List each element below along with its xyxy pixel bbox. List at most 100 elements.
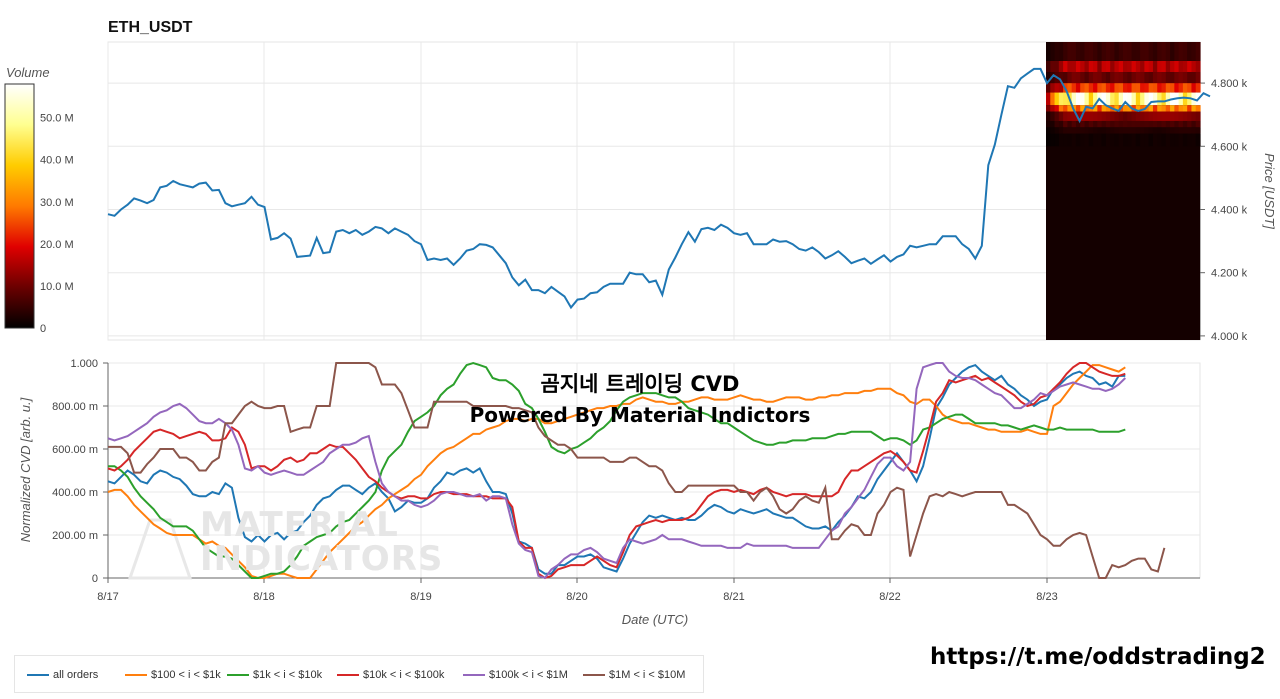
heatmap-cell	[1080, 121, 1086, 128]
heatmap-cell	[1058, 92, 1064, 106]
legend-item-100-1k[interactable]: $100 < i < $1k	[125, 669, 221, 681]
heatmap-cell	[1182, 42, 1188, 61]
heatmap-cell	[1148, 92, 1154, 106]
heatmap-cell	[1195, 121, 1201, 128]
heatmap-cell	[1174, 105, 1180, 112]
cvd-ytick-label: 200.00 m	[52, 530, 98, 542]
heatmap-cell	[1114, 105, 1120, 112]
heatmap-cell	[1054, 92, 1060, 106]
heatmap-cell	[1080, 42, 1086, 61]
heatmap-cell	[1101, 92, 1107, 106]
heatmap-cell	[1195, 127, 1201, 134]
heatmap-cell	[1187, 60, 1193, 73]
legend-item-all-orders[interactable]: all orders	[27, 669, 98, 681]
legend-item-1k-10k[interactable]: $1k < i < $10k	[227, 669, 322, 681]
heatmap-cell	[1170, 60, 1175, 73]
price-line	[107, 67, 1211, 310]
heatmap-cell	[1054, 121, 1060, 128]
heatmap-cell	[1084, 92, 1090, 106]
heatmap-cell	[1101, 121, 1107, 128]
legend-label: $100 < i < $1k	[151, 669, 221, 681]
heatmap-cell	[1191, 72, 1197, 84]
legend-swatch	[583, 674, 605, 677]
heatmap-cell	[1144, 92, 1150, 106]
heatmap-cell	[1046, 72, 1051, 84]
cvd-xtick-label: 8/22	[879, 591, 900, 603]
heatmap-cell	[1110, 127, 1116, 134]
heatmap-cell	[1140, 105, 1145, 112]
heatmap-cell	[1182, 92, 1188, 106]
heatmap-cell	[1174, 60, 1180, 73]
heatmap-cell	[1063, 60, 1068, 73]
heatmap-cell	[1178, 127, 1184, 134]
heatmap-cell	[1148, 42, 1154, 61]
overlay-title: 곰지네 트레이딩 CVD	[540, 372, 740, 396]
price-plot-area	[107, 41, 1201, 341]
heatmap-cell	[1050, 105, 1056, 112]
heatmap-cell	[1144, 72, 1150, 84]
heatmap-cell	[1118, 127, 1124, 134]
telegram-link[interactable]: https://t.me/oddstrading2	[930, 644, 1266, 670]
heatmap-cell	[1075, 42, 1081, 61]
heatmap-cell	[1187, 105, 1193, 112]
heatmap-cell	[1161, 105, 1167, 112]
legend-item-10k-100k[interactable]: $10k < i < $100k	[337, 669, 444, 681]
colorbar-tick-label: 50.0 M	[40, 113, 74, 125]
heatmap-cell	[1063, 42, 1068, 61]
heatmap-cell	[1178, 105, 1184, 112]
heatmap-cell	[1123, 111, 1128, 122]
heatmap-cell	[1110, 121, 1116, 128]
heatmap-cell	[1131, 92, 1137, 106]
heatmap-cell	[1131, 42, 1137, 61]
heatmap-cell	[1123, 42, 1128, 61]
heatmap-cell	[1165, 105, 1171, 112]
heatmap-cell	[1174, 72, 1180, 84]
heatmap-cell	[1195, 60, 1201, 73]
heatmap-cell	[1054, 105, 1060, 112]
heatmap-cell	[1127, 105, 1133, 112]
heatmap-cell	[1165, 72, 1171, 84]
heatmap-cell	[1110, 92, 1116, 106]
legend-item-100k-1m[interactable]: $100k < i < $1M	[463, 669, 568, 681]
heatmap-cell	[1114, 111, 1120, 122]
heatmap-cell	[1084, 127, 1090, 134]
heatmap-cell	[1182, 105, 1188, 112]
heatmap-cell	[1127, 133, 1133, 147]
legend-swatch	[125, 674, 147, 677]
heatmap-cell	[1093, 127, 1098, 134]
heatmap-cell	[1191, 111, 1197, 122]
heatmap-cell	[1071, 60, 1077, 73]
heatmap-cell	[1174, 121, 1180, 128]
heatmap-cell	[1105, 121, 1111, 128]
heatmap-cell	[1123, 60, 1128, 73]
cvd-series-line	[107, 363, 1126, 575]
heatmap-cell	[1105, 83, 1111, 93]
heatmap-cell	[1050, 42, 1056, 61]
heatmap-cell	[1161, 121, 1167, 128]
heatmap-cell	[1093, 121, 1098, 128]
heatmap-cell	[1071, 133, 1077, 147]
legend-label: $100k < i < $1M	[489, 669, 568, 681]
heatmap-cell	[1127, 121, 1133, 128]
price-title: ETH_USDT	[108, 19, 193, 36]
heatmap-cell	[1170, 83, 1175, 93]
heatmap-cell	[1071, 83, 1077, 93]
legend-item-1m-10m[interactable]: $1M < i < $10M	[583, 669, 685, 681]
heatmap-cell	[1118, 42, 1124, 61]
legend-swatch	[463, 674, 485, 677]
heatmap-cell	[1088, 111, 1094, 122]
heatmap-cell	[1135, 105, 1141, 112]
heatmap-cell	[1191, 105, 1197, 112]
heatmap-cell	[1144, 133, 1150, 147]
heatmap-cell	[1152, 105, 1158, 112]
heatmap-cell	[1054, 111, 1060, 122]
heatmap-cell	[1105, 127, 1111, 134]
price-ytick-label: 4.800 k	[1211, 78, 1248, 90]
cvd-ylabel: Normalized CVD [arb. u.]	[18, 397, 33, 542]
heatmap-cell	[1182, 72, 1188, 84]
heatmap-cell	[1063, 111, 1068, 122]
heatmap-cell	[1165, 127, 1171, 134]
heatmap-cell	[1067, 127, 1073, 134]
heatmap-cell	[1114, 121, 1120, 128]
cvd-xlabel: Date (UTC)	[622, 612, 688, 627]
